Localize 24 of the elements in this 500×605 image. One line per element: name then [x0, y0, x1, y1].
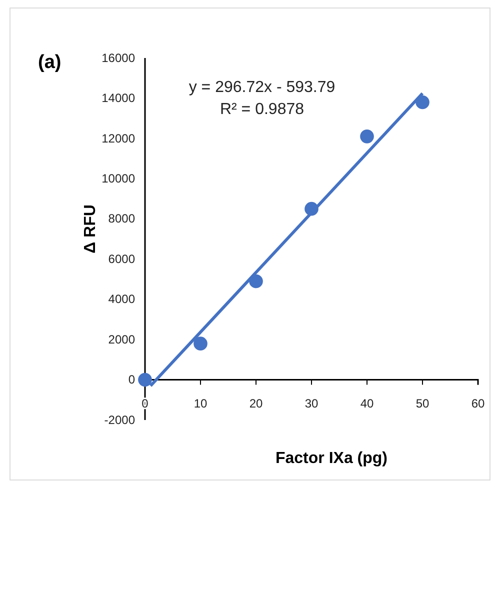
x-tick-label: 50: [416, 396, 430, 410]
y-tick-label: 0: [128, 372, 136, 387]
y-tick-label: 12000: [102, 131, 136, 146]
y-tick-label: -2000: [104, 412, 136, 427]
y-tick-label: 10000: [102, 172, 136, 186]
x-tick-label: 40: [360, 396, 374, 410]
annotation: R² = 0.9878: [220, 101, 304, 118]
x-tick-label: 60: [471, 396, 485, 410]
chart-title: (a): [38, 52, 62, 73]
annotation: y = 296.72x - 593.79: [188, 79, 336, 96]
x-tick-label: 10: [194, 396, 208, 410]
y-tick-label: 4000: [108, 292, 136, 306]
y-tick-label: 6000: [108, 252, 136, 266]
point: [360, 130, 374, 144]
y-tick-label: 8000: [108, 212, 136, 226]
y-tick-label: 16000: [102, 50, 136, 65]
y-tick-label: 2000: [108, 332, 136, 346]
y-tick-label: 14000: [102, 91, 136, 106]
y-axis-title: Δ RFU: [82, 204, 99, 254]
point: [138, 372, 152, 387]
x-axis-title: Factor IXa (pg): [275, 450, 388, 467]
x-tick-label: 30: [304, 396, 318, 410]
x-tick-label: 20: [249, 396, 263, 410]
point: [194, 336, 208, 350]
